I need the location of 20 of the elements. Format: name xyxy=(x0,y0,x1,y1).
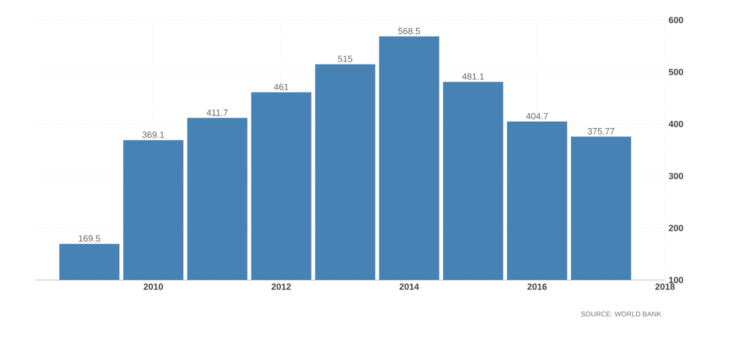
y-tick-label: 500 xyxy=(668,68,684,76)
data-label: 461 xyxy=(274,84,288,90)
x-tick-label: 2014 xyxy=(400,284,420,290)
data-label: 404.7 xyxy=(526,113,548,120)
y-tick-label: 200 xyxy=(668,224,684,232)
data-label: 375.77 xyxy=(588,128,614,134)
data-label: 515 xyxy=(338,56,352,62)
data-label: 169.5 xyxy=(78,235,100,242)
x-tick-label: 2012 xyxy=(272,284,291,290)
x-tick-label: 2018 xyxy=(655,284,675,290)
data-label: 481.1 xyxy=(462,73,484,80)
y-tick-label: 400 xyxy=(668,120,684,128)
data-label: 568.5 xyxy=(398,28,420,34)
x-tick-label: 2010 xyxy=(144,284,163,290)
y-tick-label: 100 xyxy=(669,276,684,284)
y-tick-label: 300 xyxy=(668,172,684,180)
x-tick-label: 2016 xyxy=(527,284,547,290)
data-label: 411.7 xyxy=(206,110,228,116)
y-tick-label: 600 xyxy=(668,16,684,24)
data-label: 369.1 xyxy=(142,132,164,138)
